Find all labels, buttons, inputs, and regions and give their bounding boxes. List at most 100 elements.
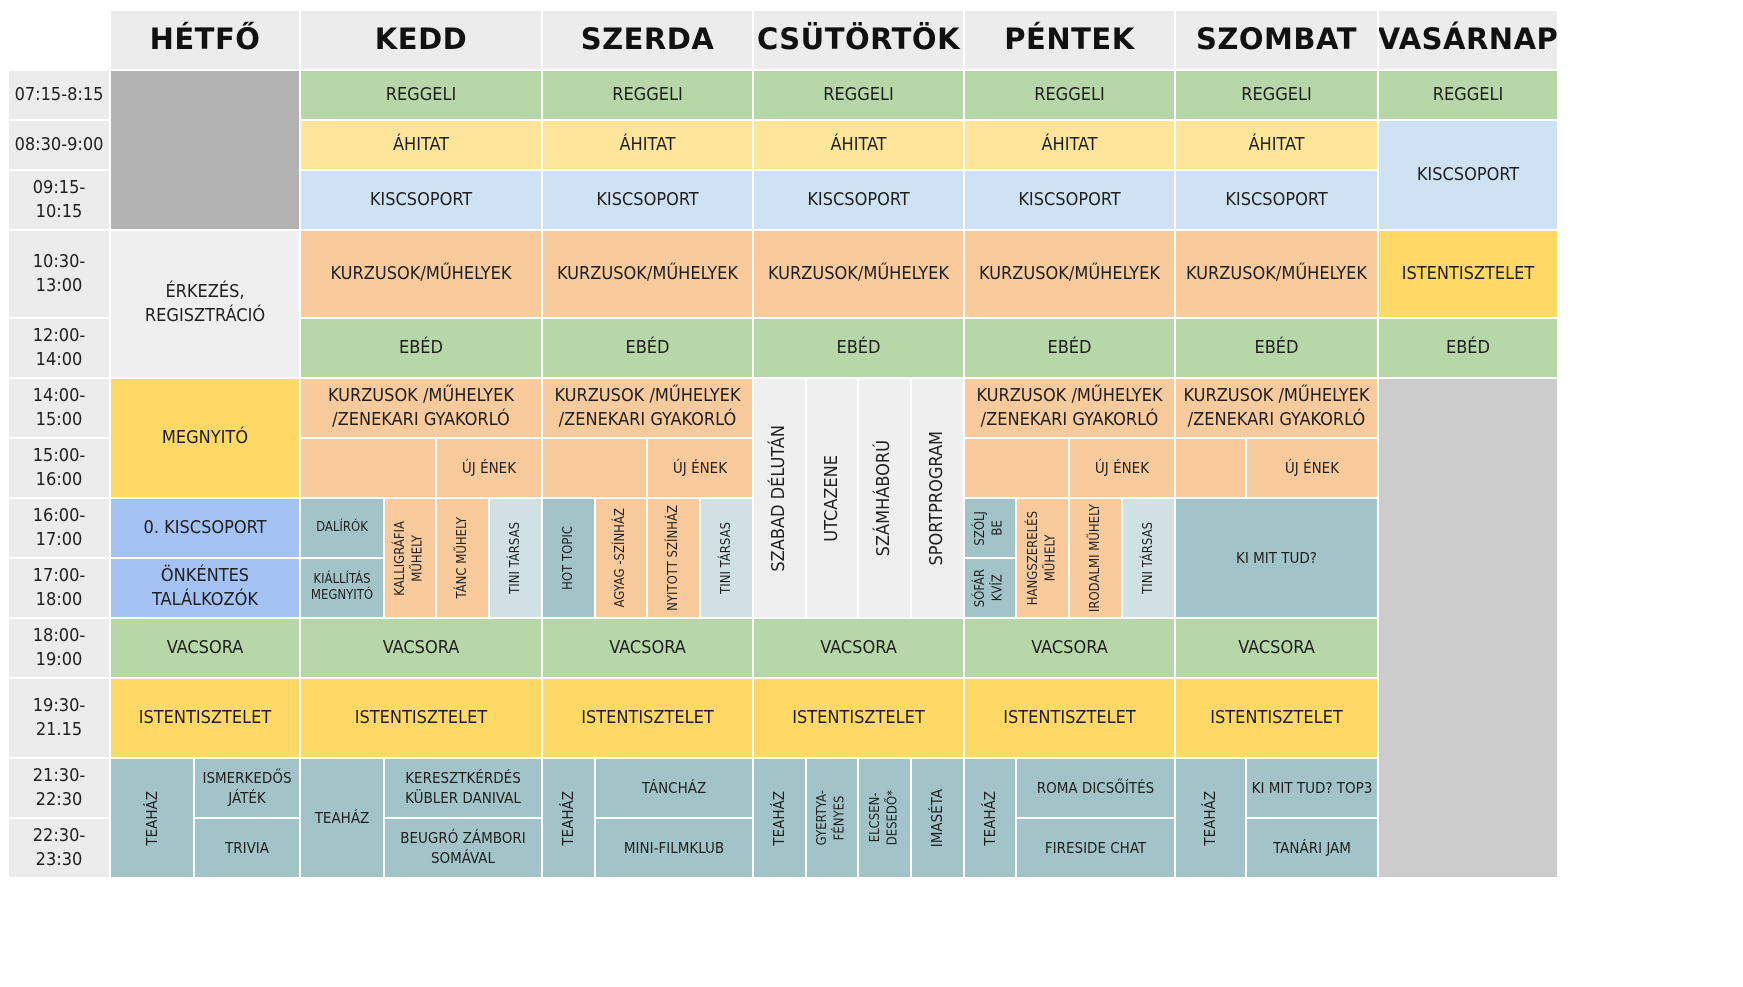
smallgroup-day-3: KISCSOPORT bbox=[542, 170, 753, 230]
dinner-day-6: VACSORA bbox=[1175, 618, 1378, 678]
workshops-rehearsal-day-5: KURZUSOK /MŰHELYEK /ZENEKARI GYAKORLÓ bbox=[964, 378, 1175, 438]
wednesday-teahaz-label: TEAHÁZ bbox=[559, 790, 578, 846]
smallgroup-day-4: KISCSOPORT bbox=[753, 170, 964, 230]
friday-roma-worship: ROMA DICSŐÍTÉS bbox=[1016, 758, 1175, 818]
wednesday-open-theatre: NYITOTT SZÍNHÁZ bbox=[647, 498, 700, 618]
new-song-day-6: ÚJ ÉNEK bbox=[1246, 438, 1378, 498]
day-header-7: VASÁRNAP bbox=[1378, 10, 1558, 70]
thursday-teahaz-label: TEAHÁZ bbox=[770, 790, 789, 846]
sunday-worship: ISTENTISZTELET bbox=[1378, 230, 1558, 318]
friday-literary-workshop-label: IRODALMI MŰHELY bbox=[1087, 503, 1103, 613]
thursday-prayer-walk: IMASÉTA bbox=[911, 758, 964, 878]
monday-empty-block bbox=[110, 70, 300, 230]
day-header-1: HÉTFŐ bbox=[110, 10, 300, 70]
time-slot-7: 15:00-16:00 bbox=[8, 438, 110, 498]
tuesday-calligraphy-label: KALLIGRÁFIA MŰHELY bbox=[393, 520, 426, 596]
thursday-sports: SPORTPROGRAM bbox=[911, 378, 964, 618]
tuesday-teahaz: TEAHÁZ bbox=[300, 758, 384, 878]
time-slot-1: 07:15-8:15 bbox=[8, 70, 110, 120]
wednesday-tanchaz: TÁNCHÁZ bbox=[595, 758, 753, 818]
day-header-4: CSÜTÖRTÖK bbox=[753, 10, 964, 70]
tuesday-dalirok: DALÍRÓK bbox=[300, 498, 384, 558]
smallgroup-day-5: KISCSOPORT bbox=[964, 170, 1175, 230]
tuesday-teen-social: TINI TÁRSAS bbox=[489, 498, 542, 618]
friday-szolj-be: SZÓLJ BE bbox=[964, 498, 1016, 558]
workshops-rehearsal-day-2: KURZUSOK /MŰHELYEK /ZENEKARI GYAKORLÓ bbox=[300, 378, 542, 438]
breakfast-day-2: REGGELI bbox=[300, 70, 542, 120]
breakfast-day-6: REGGELI bbox=[1175, 70, 1378, 120]
friday-literary-workshop: IRODALMI MŰHELY bbox=[1069, 498, 1122, 618]
saturday-teahaz: TEAHÁZ bbox=[1175, 758, 1246, 878]
thursday-quiet-label: ELCSEN- DESEDŐ* bbox=[867, 790, 901, 846]
thursday-teahaz: TEAHÁZ bbox=[753, 758, 806, 878]
time-slot-5: 12:00-14:00 bbox=[8, 318, 110, 378]
thursday-number-war: SZÁMHÁBORÚ bbox=[858, 378, 911, 618]
friday-instrument-workshop: HANGSZERELÉS MŰHELY bbox=[1016, 498, 1069, 618]
worship-day-6: ISTENTISZTELET bbox=[1175, 678, 1378, 758]
workshop-continued-day-6 bbox=[1175, 438, 1246, 498]
workshop-continued-day-2 bbox=[300, 438, 436, 498]
friday-teen-social-label: TINI TÁRSAS bbox=[1140, 522, 1156, 594]
courses-day-5: KURZUSOK/MŰHELYEK bbox=[964, 230, 1175, 318]
lunch-day-6: EBÉD bbox=[1175, 318, 1378, 378]
breakfast-day-3: REGGELI bbox=[542, 70, 753, 120]
friday-fireside-chat: FIRESIDE CHAT bbox=[1016, 818, 1175, 878]
monday-volunteers: ÖNKÉNTES TALÁLKOZÓK bbox=[110, 558, 300, 618]
saturday-talent-top3: KI MIT TUD? TOP3 bbox=[1246, 758, 1378, 818]
dinner-day-5: VACSORA bbox=[964, 618, 1175, 678]
tuesday-exhibition: KIÁLLÍTÁS MEGNYITÓ bbox=[300, 558, 384, 618]
wednesday-teen-social-label: TINI TÁRSAS bbox=[718, 522, 734, 594]
smallgroup-day-2: KISCSOPORT bbox=[300, 170, 542, 230]
dinner-day-4: VACSORA bbox=[753, 618, 964, 678]
time-slot-10: 18:00-19:00 bbox=[8, 618, 110, 678]
friday-szolj-be-label: SZÓLJ BE bbox=[973, 510, 1006, 546]
friday-sofar-quiz: SÓFÁR KVÍZ bbox=[964, 558, 1016, 618]
time-slot-4: 10:30-13:00 bbox=[8, 230, 110, 318]
monday-teahaz: TEAHÁZ bbox=[110, 758, 194, 878]
time-slot-8: 16:00-17:00 bbox=[8, 498, 110, 558]
wednesday-teahaz: TEAHÁZ bbox=[542, 758, 595, 878]
thursday-number-war-label: SZÁMHÁBORÚ bbox=[873, 439, 895, 557]
devotion-day-2: ÁHITAT bbox=[300, 120, 542, 170]
workshops-rehearsal-day-3: KURZUSOK /MŰHELYEK /ZENEKARI GYAKORLÓ bbox=[542, 378, 753, 438]
wednesday-clay-theatre: AGYAG -SZÍNHÁZ bbox=[595, 498, 647, 618]
thursday-street-music-label: UTCAZENE bbox=[820, 454, 842, 542]
friday-teahaz: TEAHÁZ bbox=[964, 758, 1016, 878]
sunday-breakfast: REGGELI bbox=[1378, 70, 1558, 120]
wednesday-film-club: MINI-FILMKLUB bbox=[595, 818, 753, 878]
devotion-day-5: ÁHITAT bbox=[964, 120, 1175, 170]
day-header-2: KEDD bbox=[300, 10, 542, 70]
time-slot-13: 22:30-23:30 bbox=[8, 818, 110, 878]
workshops-rehearsal-day-6: KURZUSOK /MŰHELYEK /ZENEKARI GYAKORLÓ bbox=[1175, 378, 1378, 438]
wednesday-open-theatre-label: NYITOTT SZÍNHÁZ bbox=[665, 505, 681, 611]
sunday-empty-block bbox=[1378, 378, 1558, 878]
friday-teen-social: TINI TÁRSAS bbox=[1122, 498, 1175, 618]
courses-day-4: KURZUSOK/MŰHELYEK bbox=[753, 230, 964, 318]
tuesday-teen-social-label: TINI TÁRSAS bbox=[507, 522, 523, 594]
monday-worship: ISTENTISZTELET bbox=[110, 678, 300, 758]
lunch-day-4: EBÉD bbox=[753, 318, 964, 378]
friday-instrument-workshop-label: HANGSZERELÉS MŰHELY bbox=[1025, 510, 1059, 606]
saturday-teachers-jam: TANÁRI JAM bbox=[1246, 818, 1378, 878]
monday-teahaz-label: TEAHÁZ bbox=[142, 790, 161, 846]
devotion-day-6: ÁHITAT bbox=[1175, 120, 1378, 170]
thursday-candlelight-label: GYERTYA- FÉNYES bbox=[815, 790, 848, 846]
lunch-day-5: EBÉD bbox=[964, 318, 1175, 378]
time-slot-9: 17:00-18:00 bbox=[8, 558, 110, 618]
workshop-continued-day-5 bbox=[964, 438, 1069, 498]
saturday-talent-show: KI MIT TUD? bbox=[1175, 498, 1378, 618]
wednesday-hot-topic-label: HOT TOPIC bbox=[560, 526, 576, 590]
worship-day-5: ISTENTISZTELET bbox=[964, 678, 1175, 758]
thursday-free-afternoon: SZABAD DÉLUTÁN bbox=[753, 378, 806, 618]
tuesday-dance-workshop: TÁNC MŰHELY bbox=[436, 498, 489, 618]
tuesday-cross-questions: KERESZTKÉRDÉS KÜBLER DANIVAL bbox=[384, 758, 542, 818]
saturday-teahaz-label: TEAHÁZ bbox=[1201, 790, 1220, 846]
thursday-sports-label: SPORTPROGRAM bbox=[926, 430, 948, 566]
sunday-lunch: EBÉD bbox=[1378, 318, 1558, 378]
devotion-day-4: ÁHITAT bbox=[753, 120, 964, 170]
day-header-6: SZOMBAT bbox=[1175, 10, 1378, 70]
worship-day-4: ISTENTISZTELET bbox=[753, 678, 964, 758]
time-slot-3: 09:15-10:15 bbox=[8, 170, 110, 230]
tuesday-dance-workshop-label: TÁNC MŰHELY bbox=[454, 517, 470, 599]
monday-opening: MEGNYITÓ bbox=[110, 378, 300, 498]
